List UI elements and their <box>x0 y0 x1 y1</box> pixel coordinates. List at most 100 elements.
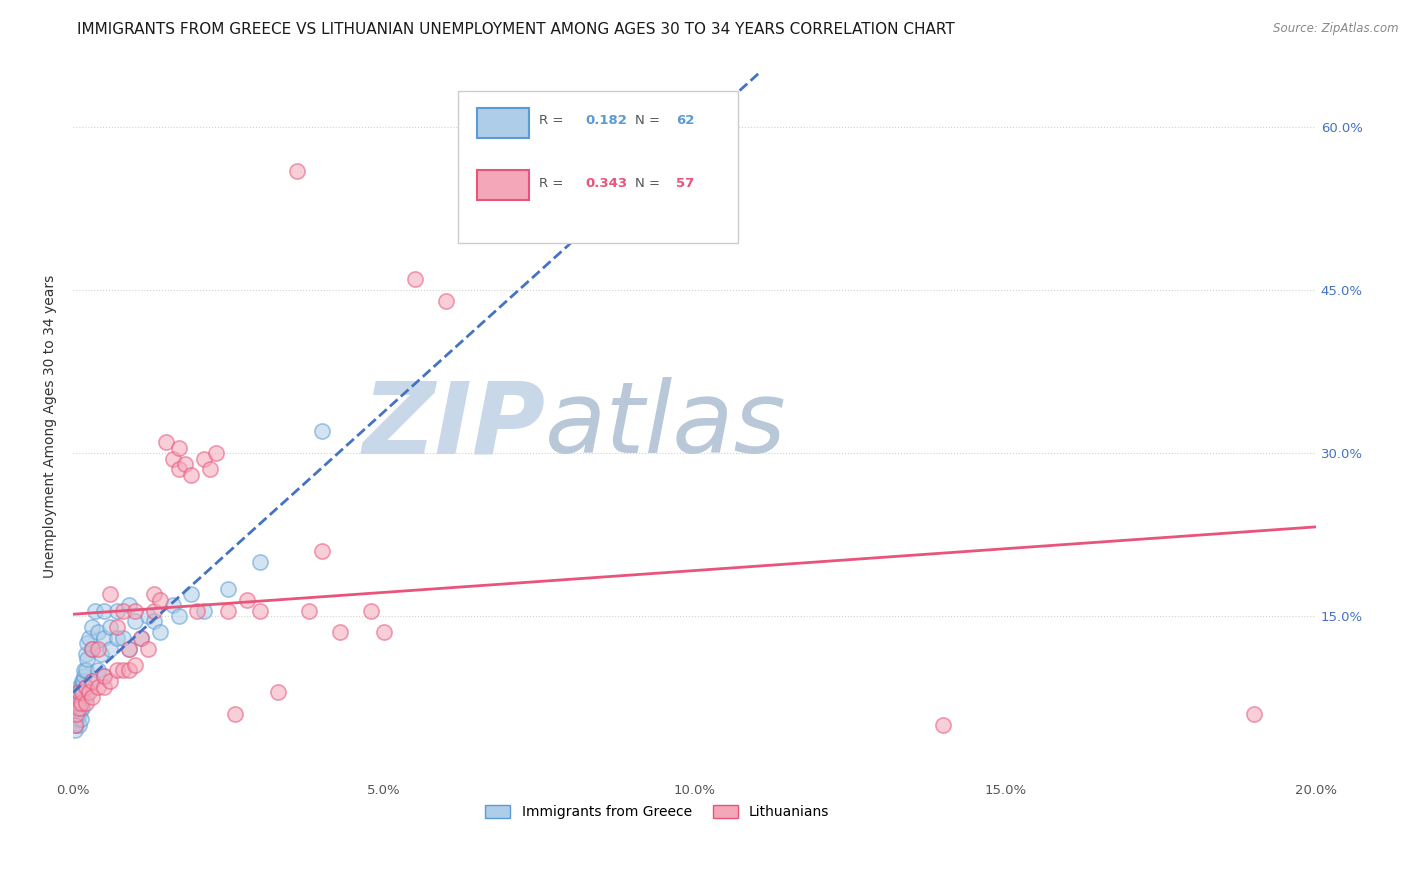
Point <box>105 631 128 645</box>
Point <box>65 712 87 726</box>
Point <box>105 603 128 617</box>
Point <box>149 592 172 607</box>
Text: Source: ZipAtlas.com: Source: ZipAtlas.com <box>1274 22 1399 36</box>
Point <box>75 690 97 705</box>
Point <box>72 669 94 683</box>
Point <box>77 685 100 699</box>
Point <box>67 696 90 710</box>
Point <box>162 451 184 466</box>
Text: R =: R = <box>538 114 568 128</box>
Point <box>298 603 321 617</box>
Point <box>111 603 134 617</box>
Point <box>217 582 239 596</box>
Point <box>142 587 165 601</box>
Point <box>87 641 110 656</box>
Point <box>224 706 246 721</box>
Point <box>66 706 89 721</box>
Point <box>87 680 110 694</box>
Text: 0.182: 0.182 <box>585 114 627 128</box>
Point <box>93 680 115 694</box>
Point <box>90 647 112 661</box>
Point <box>131 631 153 645</box>
Point <box>434 294 457 309</box>
Point <box>142 615 165 629</box>
Point <box>67 706 90 721</box>
Point <box>75 680 97 694</box>
Point <box>76 652 98 666</box>
Point <box>155 435 177 450</box>
Y-axis label: Unemployment Among Ages 30 to 34 years: Unemployment Among Ages 30 to 34 years <box>44 275 58 578</box>
Point <box>70 696 93 710</box>
Point <box>67 717 90 731</box>
Point <box>311 544 333 558</box>
Point <box>66 690 89 705</box>
FancyBboxPatch shape <box>477 108 529 138</box>
Point <box>75 647 97 661</box>
Point <box>100 641 122 656</box>
Text: N =: N = <box>636 177 664 190</box>
Point <box>83 603 105 617</box>
Point <box>93 631 115 645</box>
Point <box>76 636 98 650</box>
Point <box>162 598 184 612</box>
Point <box>100 674 122 689</box>
Point <box>198 462 221 476</box>
Point <box>118 641 141 656</box>
Point <box>63 717 86 731</box>
Point <box>249 555 271 569</box>
Point <box>118 598 141 612</box>
Point <box>67 685 90 699</box>
Point <box>75 663 97 677</box>
Point <box>118 641 141 656</box>
Point <box>80 620 103 634</box>
Point <box>193 451 215 466</box>
Text: atlas: atlas <box>546 377 787 475</box>
Point <box>167 462 190 476</box>
Point <box>67 680 90 694</box>
Point <box>360 603 382 617</box>
Text: 62: 62 <box>676 114 695 128</box>
Point <box>100 587 122 601</box>
Point <box>72 701 94 715</box>
Point <box>217 603 239 617</box>
Point <box>75 696 97 710</box>
Text: R =: R = <box>538 177 568 190</box>
Text: 57: 57 <box>676 177 695 190</box>
Point <box>80 641 103 656</box>
Point <box>124 603 146 617</box>
Text: 0.343: 0.343 <box>585 177 627 190</box>
Text: IMMIGRANTS FROM GREECE VS LITHUANIAN UNEMPLOYMENT AMONG AGES 30 TO 34 YEARS CORR: IMMIGRANTS FROM GREECE VS LITHUANIAN UNE… <box>77 22 955 37</box>
Point <box>87 663 110 677</box>
Point <box>236 592 259 607</box>
Text: ZIP: ZIP <box>363 377 546 475</box>
Point <box>80 674 103 689</box>
Point <box>80 641 103 656</box>
Point <box>67 685 90 699</box>
Point <box>124 657 146 672</box>
Point <box>111 663 134 677</box>
Point <box>70 680 93 694</box>
Point <box>285 163 308 178</box>
Point <box>136 609 159 624</box>
Text: N =: N = <box>636 114 664 128</box>
Point <box>67 696 90 710</box>
Legend: Immigrants from Greece, Lithuanians: Immigrants from Greece, Lithuanians <box>479 799 835 825</box>
Point <box>267 685 290 699</box>
Point <box>66 696 89 710</box>
Point <box>72 674 94 689</box>
Point <box>67 701 90 715</box>
Point <box>205 446 228 460</box>
Point <box>186 603 208 617</box>
Point <box>149 625 172 640</box>
Point <box>66 712 89 726</box>
Point <box>72 685 94 699</box>
Point <box>72 685 94 699</box>
Point <box>193 603 215 617</box>
FancyBboxPatch shape <box>458 91 738 244</box>
Point <box>174 457 197 471</box>
Point <box>124 615 146 629</box>
Point <box>69 712 91 726</box>
Point <box>105 663 128 677</box>
Point <box>131 631 153 645</box>
Point <box>136 641 159 656</box>
